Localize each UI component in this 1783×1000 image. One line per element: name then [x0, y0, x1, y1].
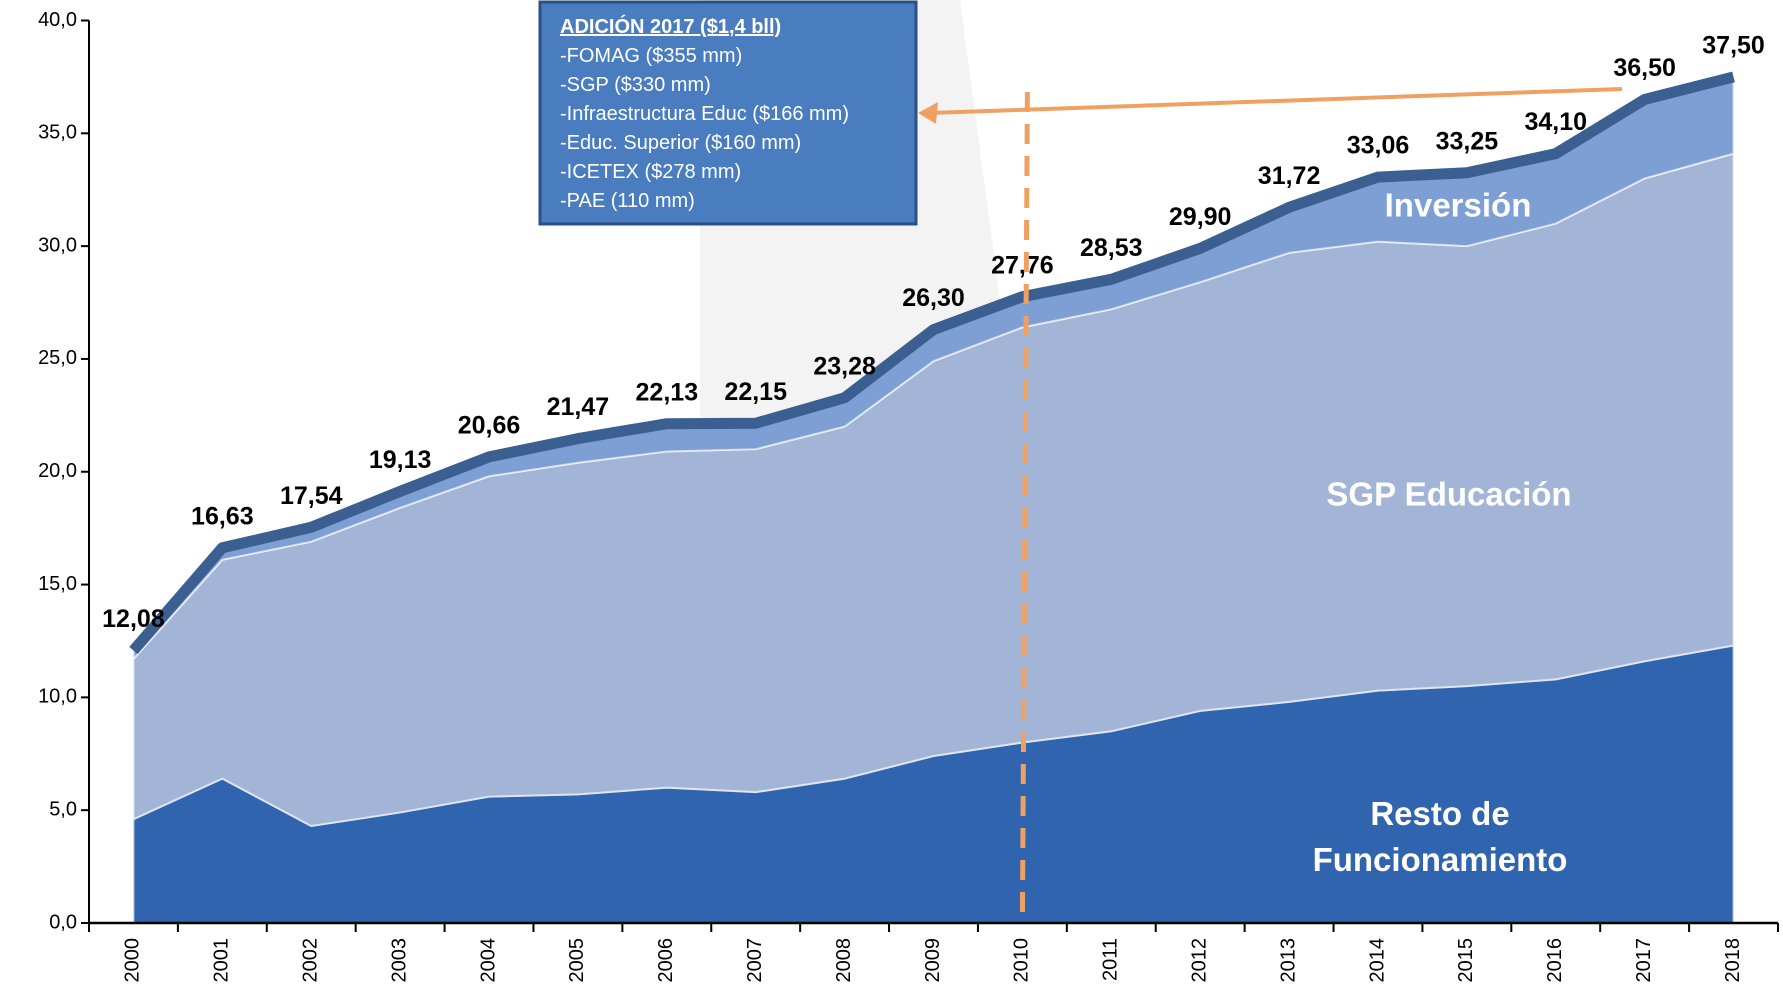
total-line	[129, 71, 1735, 655]
arrow-head	[918, 102, 938, 124]
x-tick-label: 2010	[1011, 938, 1033, 983]
x-tick-label: 2013	[1277, 938, 1299, 983]
total-label: 22,15	[724, 378, 787, 406]
x-tick-label: 2004	[477, 938, 499, 983]
total-label: 16,63	[191, 502, 254, 530]
total-label: 37,50	[1702, 32, 1765, 60]
x-tick-label: 2017	[1633, 938, 1655, 983]
x-tick-label: 2008	[833, 938, 855, 983]
x-tick-label: 2006	[655, 938, 677, 983]
x-tick-label: 2014	[1366, 938, 1388, 983]
total-label: 20,66	[458, 411, 521, 439]
arrow	[929, 87, 1623, 115]
series-label: Resto de Funcionamiento	[1313, 795, 1568, 878]
total-label: 27,76	[991, 251, 1054, 279]
series-label: Inversión	[1385, 187, 1532, 224]
total-label: 19,13	[369, 446, 432, 474]
x-tick-label: 2007	[744, 938, 766, 983]
total-label: 23,28	[813, 352, 876, 380]
total-label: 36,50	[1613, 54, 1676, 82]
total-label: 33,25	[1436, 127, 1499, 155]
x-tick-label: 2012	[1188, 938, 1210, 983]
reference-line	[1019, 91, 1030, 924]
x-tick-label: 2000	[122, 938, 144, 983]
x-tick-label: 2015	[1455, 938, 1477, 983]
y-tick-label: 15,0	[38, 573, 77, 595]
total-label: 22,13	[636, 378, 699, 406]
annotation-line: -PAE (110 mm)	[560, 190, 695, 212]
y-tick-label: 30,0	[38, 234, 77, 256]
y-tick-label: 25,0	[38, 347, 77, 369]
total-label: 33,06	[1347, 132, 1410, 160]
annotation-line: -Infraestructura Educ ($166 mm)	[560, 103, 849, 125]
total-label: 34,10	[1524, 108, 1587, 136]
y-tick-label: 20,0	[38, 460, 77, 482]
annotation-title: ADICIÓN 2017 ($1,4 bll)	[560, 14, 781, 38]
total-label: 29,90	[1169, 203, 1232, 231]
y-tick-label: 5,0	[49, 798, 77, 820]
total-label: 21,47	[547, 393, 610, 421]
x-tick-label: 2003	[388, 938, 410, 983]
series-label: SGP Educación	[1326, 476, 1571, 513]
x-tick-label: 2005	[566, 938, 588, 983]
label-line: Funcionamiento	[1313, 841, 1568, 878]
label-line: Resto de	[1370, 795, 1509, 832]
total-label: 31,72	[1258, 162, 1321, 190]
x-tick-label: 2001	[211, 938, 233, 983]
x-tick-label: 2011	[1100, 938, 1122, 981]
y-tick-label: 10,0	[38, 686, 77, 708]
annotation-line: -Educ. Superior ($160 mm)	[560, 132, 801, 154]
x-tick-label: 2018	[1722, 938, 1744, 983]
total-label: 12,08	[102, 605, 165, 633]
annotation-box	[538, 0, 918, 226]
total-label: 17,54	[280, 482, 343, 510]
y-tick-label: 35,0	[38, 122, 77, 144]
x-tick-label: 2009	[922, 938, 944, 983]
total-label: 28,53	[1080, 234, 1143, 262]
total-label: 26,30	[902, 284, 965, 312]
annotation-line: -SGP ($330 mm)	[560, 74, 711, 96]
x-tick-label: 2016	[1544, 938, 1566, 983]
annotation-line: -FOMAG ($355 mm)	[560, 45, 742, 67]
annotation-line: -ICETEX ($278 mm)	[560, 161, 741, 183]
y-tick-label: 0,0	[49, 911, 77, 933]
y-tick-label: 40,0	[38, 9, 77, 31]
x-tick-label: 2002	[300, 938, 322, 983]
